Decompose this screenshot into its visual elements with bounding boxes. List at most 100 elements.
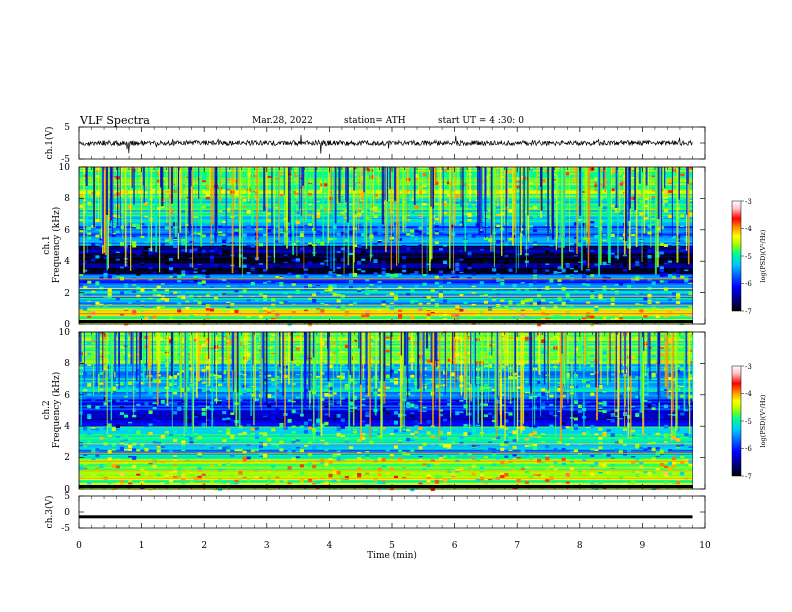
- spectrogram-cell: [516, 288, 521, 293]
- spectrogram-cell: [328, 195, 333, 198]
- spectrogram-sferic: [206, 167, 209, 192]
- spectrogram-cell: [524, 454, 529, 458]
- spectrogram-cell: [238, 392, 243, 396]
- spectrogram-cell: [295, 362, 300, 367]
- spectrogram-cell: [218, 482, 223, 484]
- spectrogram-cell: [451, 271, 456, 275]
- spectrogram-cell: [676, 385, 681, 388]
- spectrogram-cell: [635, 430, 640, 435]
- spectrogram-cell: [573, 426, 578, 430]
- spectrogram-cell: [205, 193, 210, 196]
- spectrogram-cell: [287, 418, 292, 423]
- spectrogram-cell: [528, 252, 533, 256]
- spectrogram-cell: [414, 300, 419, 303]
- spectrogram-cell: [140, 176, 145, 179]
- spectrogram-cell: [197, 184, 202, 188]
- spectrogram-cell: [99, 332, 104, 335]
- spectrogram-cell: [95, 359, 100, 364]
- spectrogram-cell: [602, 410, 607, 414]
- spectrogram-cell: [422, 240, 427, 243]
- spectrogram-cell: [230, 412, 235, 415]
- spectrogram-cell: [132, 267, 137, 271]
- spectrogram-cell: [201, 283, 206, 286]
- spectrogram-cell: [222, 189, 227, 193]
- spectrogram-cell: [83, 260, 88, 264]
- spectrogram-cell: [119, 472, 124, 475]
- spectrogram-sferic: [140, 167, 143, 235]
- spectrogram-cell: [614, 215, 619, 218]
- spectrogram-cell: [639, 277, 644, 280]
- station-label: station= ATH: [344, 116, 406, 126]
- spectrogram-cell: [254, 299, 259, 302]
- spectrogram-cell: [532, 215, 538, 219]
- spectrogram-cell: [189, 384, 194, 386]
- spectrogram-cell: [328, 387, 333, 390]
- spectrogram-cell: [676, 481, 681, 485]
- spectrogram-cell: [328, 190, 333, 192]
- spectrogram-cell: [627, 284, 632, 288]
- spectrogram-cell: [148, 252, 153, 256]
- spectrogram-cell: [680, 314, 685, 317]
- spectrogram-cell: [181, 478, 186, 481]
- spectrogram-cell: [414, 229, 419, 233]
- spectrogram-cell: [128, 429, 133, 432]
- spectrogram-sferic: [650, 167, 652, 248]
- spectrogram-sferic: [396, 167, 398, 266]
- spectrogram-cell: [651, 447, 656, 452]
- spectrogram-cell: [631, 407, 636, 410]
- spectrogram-cell: [594, 433, 599, 436]
- spectrogram-cell: [451, 276, 456, 279]
- spectrogram-cell: [83, 445, 88, 448]
- spectrogram-cell: [361, 400, 366, 402]
- spectrogram-cell: [393, 317, 399, 321]
- spectrogram-gap: [288, 167, 290, 223]
- spectrogram-cell: [373, 243, 378, 245]
- spectrogram-cell: [426, 316, 431, 321]
- spectrogram-cell: [193, 374, 198, 376]
- spectrogram-cell: [590, 354, 595, 358]
- spectrogram-band: [79, 403, 693, 406]
- spectrogram-cell: [655, 447, 660, 450]
- spectrogram-cell: [487, 461, 493, 463]
- spectrogram-cell: [83, 421, 88, 423]
- spectrogram-sferic: [234, 167, 236, 210]
- spectrogram-sferic: [100, 167, 102, 221]
- spectrogram-cell: [418, 214, 423, 216]
- spectrogram-cell: [516, 353, 521, 357]
- spectrogram-cell: [365, 279, 370, 282]
- spectrogram-cell: [520, 175, 525, 178]
- spectrogram-band: [79, 286, 693, 289]
- spectrogram-gap: [302, 167, 305, 186]
- spectrogram-cell: [344, 314, 349, 318]
- spectrogram-cell: [443, 455, 448, 458]
- spectrogram-cell: [99, 382, 104, 385]
- spectrogram-cell: [181, 352, 186, 356]
- spectrogram-cell: [393, 266, 399, 270]
- spectrogram-cell: [185, 223, 190, 226]
- spectrogram-cell: [353, 173, 358, 176]
- spectrogram-cell: [496, 278, 501, 282]
- spectrogram-cell: [594, 179, 599, 183]
- spectrogram-cell: [418, 244, 423, 248]
- spectrogram-cell: [618, 476, 623, 480]
- spectrogram-cell: [582, 249, 587, 254]
- spectrogram-cell: [438, 409, 443, 412]
- spectrogram-cell: [541, 433, 546, 436]
- spectrogram-cell: [173, 375, 178, 379]
- spectrogram-cell: [234, 310, 239, 313]
- spectrogram-cell: [132, 448, 137, 451]
- spectrogram-cell: [205, 340, 210, 345]
- spectrogram-cell: [426, 232, 431, 235]
- spectrogram-cell: [193, 416, 198, 418]
- spectrogram-cell: [524, 303, 529, 306]
- spectrogram-cell: [250, 269, 255, 271]
- spectrogram-cell: [107, 227, 112, 230]
- spectrogram-cell: [336, 375, 341, 378]
- spectrogram-cell: [152, 216, 157, 220]
- spectrogram-cell: [573, 215, 578, 219]
- spectrogram-cell: [500, 460, 505, 465]
- spectrogram-sferic: [369, 167, 371, 262]
- spectrogram-cell: [569, 466, 574, 471]
- spectrogram-cell: [688, 183, 693, 185]
- spectrogram-cell: [79, 229, 84, 233]
